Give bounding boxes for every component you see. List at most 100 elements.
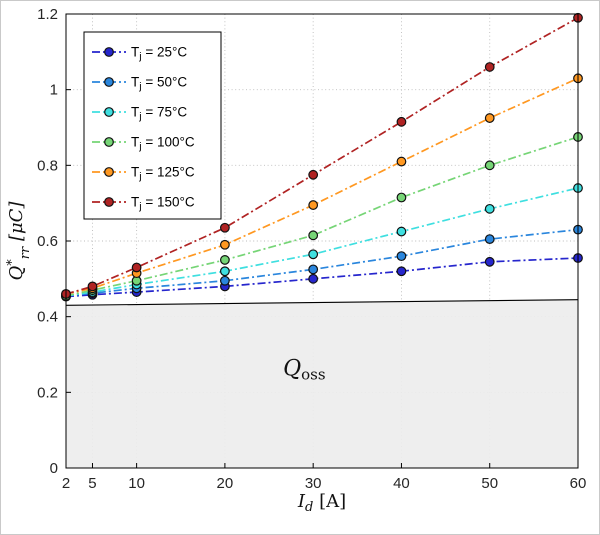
text-span: = 25°C [142,45,188,60]
text-span: * [5,259,20,266]
text-span: j [138,111,141,123]
legend-label: Tj = 75°C [131,105,187,123]
text-span: Q [283,356,301,381]
text-span: T [131,195,139,210]
text-span: oss [301,365,325,383]
text-span: j [138,141,141,153]
data-point-marker [219,222,230,233]
x-tick-label: 50 [481,475,498,492]
legend-item-3: Tj = 100°C [92,135,195,153]
data-point-marker [219,275,230,286]
series-5 [61,12,583,299]
data-point-marker [396,266,407,277]
legend-label: Tj = 100°C [131,135,195,153]
data-point-marker [219,255,230,265]
text-span: T [131,105,139,120]
data-point-marker [396,116,407,127]
legend-item-0: Tj = 25°C [92,45,187,63]
y-tick-label: 1.2 [37,6,58,23]
legend-marker-sample [104,77,114,87]
legend-box [83,31,222,220]
x-tick-label: 40 [393,475,410,492]
data-point-marker [484,203,495,214]
x-tick-label: 60 [570,475,587,492]
y-tick-label: 0 [50,460,58,477]
x-tick-label: 20 [217,475,234,492]
series-line [65,136,579,297]
x-tick-label: 10 [128,475,145,492]
data-point-marker [484,234,495,245]
text-span: T [131,75,139,90]
text-span: j [138,51,141,63]
series-line [65,77,579,295]
legend-label: Tj = 125°C [131,165,195,183]
legend-label: Tj = 50°C [131,75,187,93]
data-point-marker [484,256,495,267]
text-span: = 50°C [142,75,188,90]
text-span: [A] [313,491,346,512]
legend-item-5: Tj = 150°C [92,195,195,213]
x-tick-label: 30 [305,475,322,492]
text-span: [μC] [6,201,27,247]
y-axis-label: Q*rr [μC] [5,201,33,281]
data-point-marker [219,266,230,277]
text-span: I [297,491,306,512]
data-point-marker [484,113,495,123]
text-span: T [131,45,139,60]
data-point-marker [131,262,142,273]
y-tick-label: 0.4 [37,309,58,326]
axis-ticks [65,13,579,469]
text-span: rr [18,246,33,259]
data-point-marker [308,273,319,284]
y-tick-label: 1 [50,82,58,99]
y-axis: 0 0.2 0.4 0.6 0.8 1 1.2 [37,6,58,477]
y-tick-label: 0.6 [37,233,58,250]
legend-item-1: Tj = 50°C [92,75,187,93]
qoss-area [66,299,578,468]
text-span: Q [6,265,27,280]
text-span: T [131,165,139,180]
text-span: j [138,171,141,183]
data-point-marker [87,281,98,292]
data-point-marker [308,169,319,180]
data-point-marker [308,249,319,260]
x-tick-label: 2 [62,475,70,492]
text-span: = 75°C [142,105,188,120]
qoss-region: Qoss [65,299,579,468]
qoss-label: Qoss [283,356,325,383]
legend-label: Tj = 150°C [131,195,195,213]
x-axis-label: Id [A] [297,491,346,515]
legend-item-4: Tj = 125°C [92,165,195,183]
data-point-marker [308,200,319,210]
data-point-marker [396,226,407,237]
series-line [65,187,579,297]
text-span: T [131,135,139,150]
data-point-marker [396,192,407,203]
text-span: j [138,81,141,93]
text-span: = 150°C [142,195,195,210]
data-point-marker [308,230,319,241]
legend-label: Tj = 25°C [131,45,187,63]
text-span: = 125°C [142,165,195,180]
legend-marker-sample [104,107,114,117]
qoss-top-border [65,299,579,306]
legend-marker-sample [104,47,114,57]
data-point-marker [396,251,407,262]
data-point-marker [484,160,495,171]
data-point-marker [308,264,319,275]
text-span: j [138,201,141,213]
legend-marker-sample [104,137,114,147]
y-tick-label: 0.8 [37,157,58,174]
legend-item-2: Tj = 75°C [92,105,187,123]
data-point-marker [484,62,495,72]
legend-marker-sample [104,167,114,177]
series-line [65,228,579,297]
legend-marker-sample [104,197,114,207]
data-point-marker [219,239,230,250]
text-span: d [305,500,313,515]
data-point-marker [396,156,407,167]
y-tick-label: 0.2 [37,384,58,401]
text-span: = 100°C [142,135,195,150]
x-tick-label: 5 [88,475,96,492]
